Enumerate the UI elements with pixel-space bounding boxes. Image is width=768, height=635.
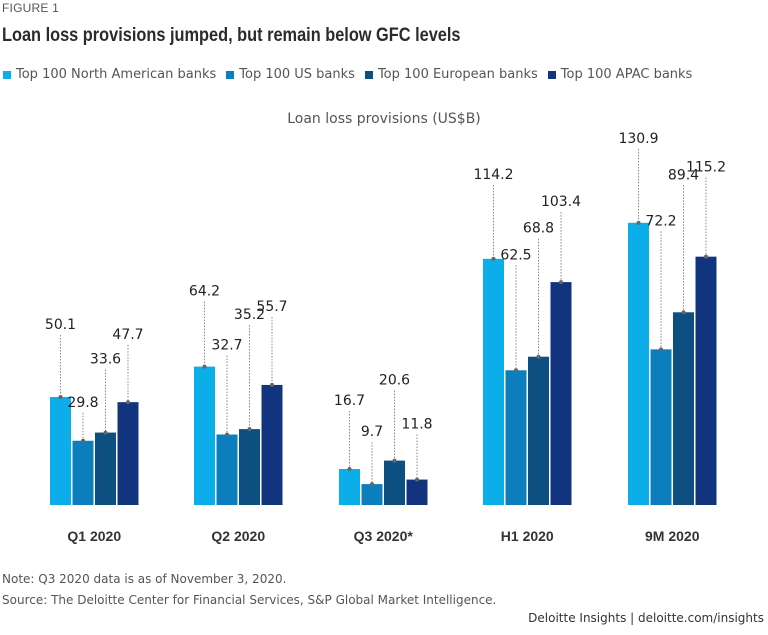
- data-label: 33.6: [90, 352, 121, 368]
- bar-top-marker: [681, 310, 686, 315]
- data-label: 35.2: [234, 307, 265, 323]
- data-label: 16.7: [334, 393, 365, 409]
- source-text: Source: The Deloitte Center for Financia…: [2, 593, 497, 607]
- bar-top-marker: [247, 427, 252, 432]
- legend-label: Top 100 APAC banks: [560, 67, 693, 82]
- data-label: 64.2: [189, 284, 220, 300]
- bar-2-2: [384, 460, 405, 505]
- x-tick-label: Q3 2020*: [354, 528, 414, 544]
- bar-top-marker: [636, 220, 641, 225]
- data-label: 20.6: [379, 373, 410, 389]
- data-label: 11.8: [401, 417, 432, 433]
- bar-top-marker: [536, 354, 541, 359]
- x-tick-label: Q1 2020: [67, 528, 121, 544]
- x-tick-label: H1 2020: [501, 528, 554, 544]
- bar-2-4: [673, 312, 694, 505]
- bar-top-marker: [103, 430, 108, 435]
- legend-label: Top 100 US banks: [239, 67, 355, 82]
- data-label: 50.1: [45, 317, 76, 333]
- legend-label: Top 100 European banks: [377, 67, 538, 82]
- data-label: 9.7: [361, 424, 383, 440]
- bar-0-0: [50, 397, 71, 505]
- data-label: 115.2: [686, 160, 726, 176]
- data-label: 72.2: [645, 213, 676, 229]
- bar-3-4: [695, 256, 717, 505]
- bar-top-marker: [58, 395, 63, 399]
- bar-top-marker: [392, 458, 397, 463]
- data-label: 89.4: [668, 167, 699, 183]
- legend-item-us: Top 100 US banks: [226, 67, 355, 82]
- bar-top-marker: [126, 400, 130, 405]
- bar-1-2: [361, 484, 383, 505]
- data-label: 47.7: [112, 327, 143, 343]
- bar-0-3: [483, 258, 504, 505]
- bar-0-1: [194, 366, 215, 505]
- bar-top-marker: [415, 477, 419, 482]
- bar-top-marker: [270, 382, 274, 387]
- legend-item-apac: Top 100 APAC banks: [547, 67, 693, 82]
- data-label: 32.7: [211, 338, 242, 354]
- bar-2-0: [95, 432, 116, 505]
- x-axis-ticks: Q1 2020 Q2 2020 Q3 2020* H1 2020 9M 2020: [67, 528, 699, 544]
- bar-top-marker: [704, 254, 708, 259]
- bar-top-marker: [659, 347, 663, 352]
- bar-top-marker: [491, 256, 496, 261]
- data-label: 103.4: [541, 194, 581, 210]
- bar-0-2: [339, 469, 360, 505]
- data-label: 130.9: [618, 131, 658, 147]
- data-label: 68.8: [523, 221, 554, 237]
- bar-3-3: [550, 282, 572, 505]
- bar-top-marker: [559, 280, 563, 285]
- bar-top-marker: [225, 432, 229, 437]
- bar-3-2: [406, 479, 428, 505]
- bar-1-3: [505, 370, 527, 505]
- legend-swatch: [3, 70, 11, 79]
- labels-layer: 50.1 29.8 33.6 47.7 64.2 32.7 35.255.7 16.7 9.7 2…: [45, 131, 726, 487]
- bar-3-0: [117, 402, 139, 505]
- data-label: 114.2: [473, 167, 513, 183]
- legend-item-european: Top 100 European banks: [364, 67, 538, 82]
- bar-3-1: [261, 384, 283, 505]
- bar-top-marker: [202, 364, 207, 369]
- data-label: 62.5: [500, 247, 531, 263]
- chart-subtitle: Loan loss provisions (US$B): [287, 111, 481, 127]
- x-tick-label: Q2 2020: [211, 528, 265, 544]
- bar-0-4: [628, 222, 649, 505]
- credit-text: Deloitte Insights | deloitte.com/insight…: [528, 611, 764, 625]
- legend-item-north-american: Top 100 North American banks: [3, 67, 216, 82]
- data-label: 55.7: [256, 299, 287, 315]
- bar-2-1: [239, 429, 260, 505]
- data-label: 29.8: [67, 395, 98, 411]
- bar-1-1: [216, 434, 238, 505]
- legend-swatch: [547, 70, 556, 79]
- bar-top-marker: [514, 368, 518, 373]
- bar-top-marker: [81, 438, 85, 443]
- bar-2-3: [528, 356, 549, 505]
- legend-swatch: [226, 70, 235, 79]
- bar-1-4: [650, 349, 672, 505]
- legend: Top 100 North American banks Top 100 US …: [3, 67, 692, 82]
- bars-layer: [50, 222, 717, 505]
- note-text: Note: Q3 2020 data is as of November 3, …: [2, 572, 287, 586]
- figure-label: FIGURE 1: [2, 1, 59, 15]
- legend-swatch: [364, 70, 373, 79]
- legend-label: Top 100 North American banks: [16, 67, 217, 82]
- x-tick-label: 9M 2020: [645, 528, 700, 544]
- bar-top-marker: [347, 467, 352, 471]
- bar-1-0: [72, 440, 94, 505]
- bar-top-marker: [370, 482, 374, 487]
- chart-title: Loan loss provisions jumped, but remain …: [2, 25, 461, 46]
